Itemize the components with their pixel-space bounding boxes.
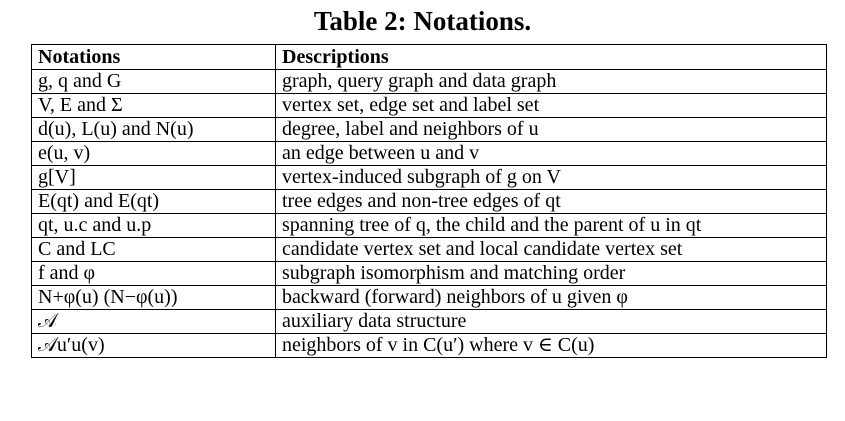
- table-row: C and LC candidate vertex set and local …: [31, 237, 827, 262]
- description-cell: vertex-induced subgraph of g on V: [275, 165, 827, 190]
- description-cell: tree edges and non-tree edges of qt: [275, 189, 827, 214]
- table-row: qt, u.c and u.p spanning tree of q, the …: [31, 213, 827, 238]
- description-cell: auxiliary data structure: [275, 309, 827, 334]
- header-descriptions: Descriptions: [275, 44, 827, 70]
- notation-cell: 𝒜: [31, 309, 276, 334]
- notation-cell: V, E and Σ: [31, 93, 276, 118]
- table-row: N+φ(u) (N−φ(u)) backward (forward) neigh…: [31, 285, 827, 310]
- table-row: g[V] vertex-induced subgraph of g on V: [31, 165, 827, 190]
- notation-cell: N+φ(u) (N−φ(u)): [31, 285, 276, 310]
- notation-cell: E(qt) and E(qt): [31, 189, 276, 214]
- description-cell: neighbors of v in C(u′) where v ∈ C(u): [275, 333, 827, 358]
- table-row: e(u, v) an edge between u and v: [31, 141, 827, 166]
- notations-table: Notations Descriptions g, q and G graph,…: [31, 44, 827, 358]
- header-notations: Notations: [31, 44, 276, 70]
- description-cell: graph, query graph and data graph: [275, 69, 827, 94]
- table-row: f and φ subgraph isomorphism and matchin…: [31, 261, 827, 286]
- description-cell: vertex set, edge set and label set: [275, 93, 827, 118]
- table-row: V, E and Σ vertex set, edge set and labe…: [31, 93, 827, 118]
- table-header-row: Notations Descriptions: [31, 44, 827, 70]
- description-cell: an edge between u and v: [275, 141, 827, 166]
- table-row: g, q and G graph, query graph and data g…: [31, 69, 827, 94]
- notation-cell: 𝒜u′u(v): [31, 333, 276, 358]
- table-caption: Table 2: Notations.: [313, 6, 532, 36]
- table-row: d(u), L(u) and N(u) degree, label and ne…: [31, 117, 827, 142]
- notation-cell: d(u), L(u) and N(u): [31, 117, 276, 142]
- description-cell: backward (forward) neighbors of u given …: [275, 285, 827, 310]
- notation-cell: g[V]: [31, 165, 276, 190]
- notation-cell: e(u, v): [31, 141, 276, 166]
- table-row: 𝒜u′u(v) neighbors of v in C(u′) where v …: [31, 333, 827, 358]
- notation-cell: C and LC: [31, 237, 276, 262]
- description-cell: subgraph isomorphism and matching order: [275, 261, 827, 286]
- description-cell: candidate vertex set and local candidate…: [275, 237, 827, 262]
- notation-cell: g, q and G: [31, 69, 276, 94]
- table-row: E(qt) and E(qt) tree edges and non-tree …: [31, 189, 827, 214]
- description-cell: degree, label and neighbors of u: [275, 117, 827, 142]
- notation-cell: f and φ: [31, 261, 276, 286]
- description-cell: spanning tree of q, the child and the pa…: [275, 213, 827, 238]
- table-row: 𝒜 auxiliary data structure: [31, 309, 827, 334]
- notation-cell: qt, u.c and u.p: [31, 213, 276, 238]
